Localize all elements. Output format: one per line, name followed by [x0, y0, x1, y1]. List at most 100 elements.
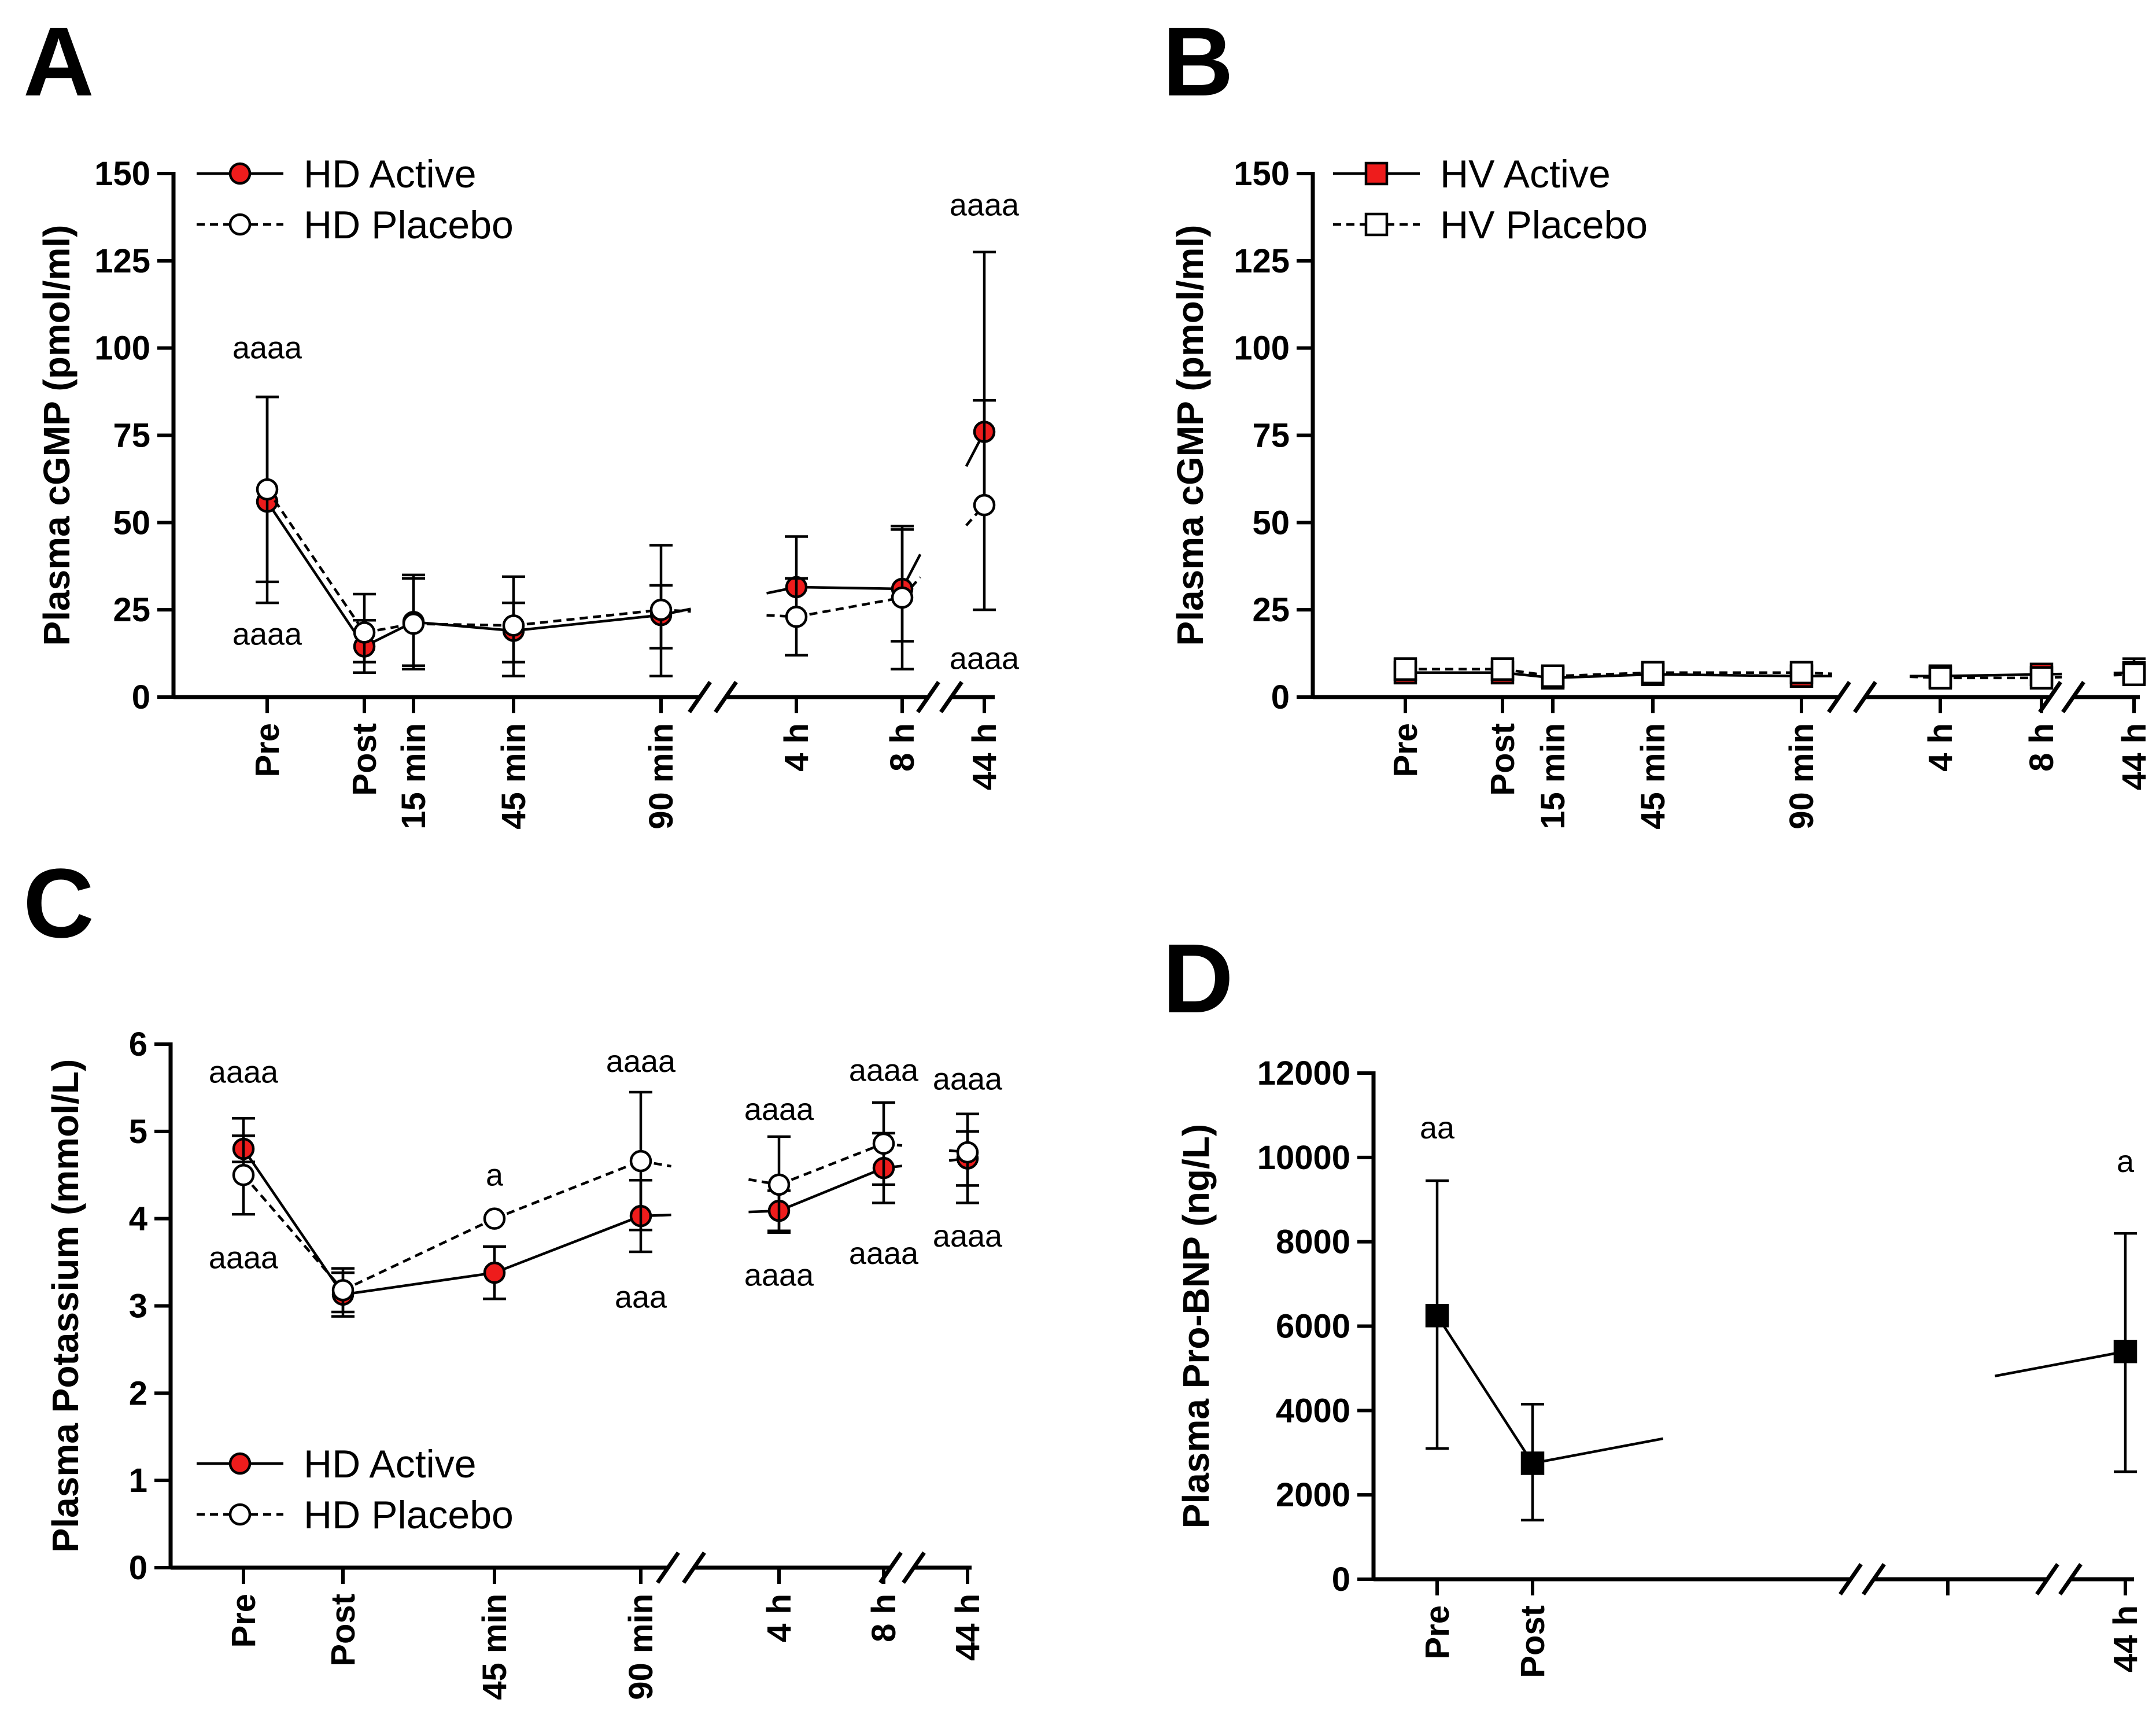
y-tick-label: 0	[132, 679, 150, 716]
significance-annotation: aaaa	[849, 1053, 919, 1088]
hd-placebo-line	[242, 1174, 344, 1291]
y-tick-label: 0	[1271, 679, 1290, 716]
y-tick-label: 12000	[1257, 1055, 1350, 1092]
x-tick-label-44-h: 44 h	[966, 723, 1003, 790]
hd-placebo-line	[796, 596, 903, 618]
hd-placebo-line	[965, 504, 985, 526]
hd-placebo-line	[766, 614, 797, 618]
y-axis-label: Plasma cGMP (pmol/ml)	[1169, 225, 1211, 646]
x-tick-label-pre: Pre	[1419, 1605, 1456, 1660]
x-tick-label-pre: Pre	[249, 723, 286, 777]
significance-annotation: aaaa	[744, 1258, 814, 1293]
y-tick-label: 100	[94, 330, 150, 367]
hd-placebo-point	[956, 1141, 979, 1164]
hd-placebo-point	[256, 478, 279, 501]
hd-active-line	[266, 500, 366, 647]
x-tick-label-44-h: 44 h	[2107, 1605, 2144, 1672]
axis-break-mark	[714, 681, 738, 713]
hd-active-line	[796, 585, 903, 591]
hd-placebo-line	[494, 1160, 641, 1220]
x-tick-label-90-min: 90 min	[622, 1594, 660, 1700]
hd-placebo-point	[353, 621, 376, 644]
x-tick-label-8-h: 8 h	[884, 723, 921, 772]
legend-label-hd-active: HD Active	[304, 1442, 477, 1486]
panel-c-potassium: 0 1 2 3 4 5 6 Plasma Potassium (mmol/L) Pre Post 4…	[45, 1026, 1003, 1700]
hd-placebo-point	[767, 1173, 791, 1196]
legend-marker	[1364, 212, 1389, 237]
hd-placebo-point	[872, 1132, 895, 1155]
hv-placebo-point	[2029, 666, 2054, 690]
y-tick-label: 5	[129, 1113, 147, 1151]
hd-active-line	[342, 1271, 495, 1296]
y-tick-label: 150	[94, 155, 150, 193]
y-tick-label: 3	[129, 1288, 147, 1325]
hv-placebo-point	[1541, 664, 1565, 688]
legend-marker	[1364, 161, 1389, 186]
hv-placebo-line	[1910, 675, 1941, 680]
hd-placebo-line	[778, 1142, 884, 1186]
panel-letter-a: A	[23, 7, 94, 117]
x-tick-label-post: Post	[324, 1594, 362, 1667]
x-tick-label-90-min: 90 min	[1783, 723, 1821, 830]
x-tick-label-4-h: 4 h	[778, 723, 815, 772]
axis-break-mark	[902, 1551, 926, 1584]
y-tick-label: 4000	[1276, 1392, 1350, 1429]
legend-marker	[228, 1503, 252, 1526]
axis-break-mark	[2061, 681, 2085, 713]
hv-placebo-point	[2122, 662, 2146, 687]
panel-letter-b: B	[1162, 7, 1234, 117]
y-tick-label: 75	[1252, 417, 1290, 455]
x-tick-label-pre: Pre	[225, 1594, 263, 1648]
x-tick-label-15-min: 15 min	[395, 723, 433, 830]
legend-label-hd-active: HD Active	[304, 152, 477, 196]
axis-break-mark	[682, 1551, 706, 1584]
hv-active-line	[1940, 673, 2042, 678]
hv-placebo-point	[1641, 661, 1665, 685]
series-0-point	[2113, 1340, 2137, 1363]
x-tick-label-post: Post	[1514, 1605, 1552, 1678]
hd-placebo-point	[331, 1279, 355, 1302]
hd-placebo-point	[785, 605, 808, 628]
axis-break-mark	[2058, 1563, 2083, 1595]
series-0-line	[1995, 1350, 2126, 1377]
x-tick-label-8-h: 8 h	[865, 1594, 903, 1642]
panel-b-cgmp-hv: 0 25 50 75 100 125 150 Plasma cGMP (pmol/ml) Pre…	[1169, 152, 2153, 830]
significance-annotation: aaaa	[744, 1092, 814, 1127]
significance-annotation: aaaa	[950, 187, 1020, 222]
hd-placebo-point	[232, 1164, 255, 1186]
significance-annotation: aaaa	[209, 1055, 279, 1089]
y-tick-label: 0	[1332, 1561, 1350, 1598]
axis-break-mark	[1838, 1563, 1863, 1595]
x-tick-label-4-h: 4 h	[760, 1594, 798, 1642]
hv-placebo-point	[1490, 657, 1515, 681]
legend-label-hd-placebo: HD Placebo	[304, 1493, 514, 1537]
legend-marker	[228, 162, 252, 185]
y-tick-label: 75	[113, 417, 150, 455]
x-tick-label-pre: Pre	[1387, 723, 1424, 777]
x-tick-label-44-h: 44 h	[949, 1594, 987, 1661]
panel-letter-c: C	[23, 849, 94, 959]
hv-active-line	[1652, 673, 1802, 678]
y-tick-label: 25	[113, 591, 150, 629]
hd-placebo-point	[629, 1149, 652, 1173]
hv-placebo-point	[1928, 666, 1952, 690]
series-0-point	[1425, 1304, 1449, 1328]
hd-active-line	[513, 613, 662, 632]
hd-active-line	[494, 1215, 641, 1274]
hd-placebo-line	[342, 1217, 495, 1292]
y-tick-label: 1	[129, 1462, 147, 1499]
significance-annotation: a	[486, 1158, 504, 1192]
hd-placebo-point	[402, 613, 425, 635]
series-0-line	[1436, 1315, 1534, 1464]
axis-break-mark	[688, 681, 712, 713]
significance-annotation: aaaa	[849, 1236, 919, 1271]
series-0-line	[1532, 1437, 1663, 1465]
significance-annotation: a	[2117, 1144, 2135, 1179]
axis-break-mark	[2035, 1563, 2059, 1595]
hd-placebo-point	[649, 598, 673, 621]
y-tick-label: 2	[129, 1374, 147, 1412]
series-0-point	[1520, 1451, 1545, 1475]
y-tick-label: 100	[1234, 330, 1290, 367]
significance-annotation: aaaa	[232, 617, 302, 651]
